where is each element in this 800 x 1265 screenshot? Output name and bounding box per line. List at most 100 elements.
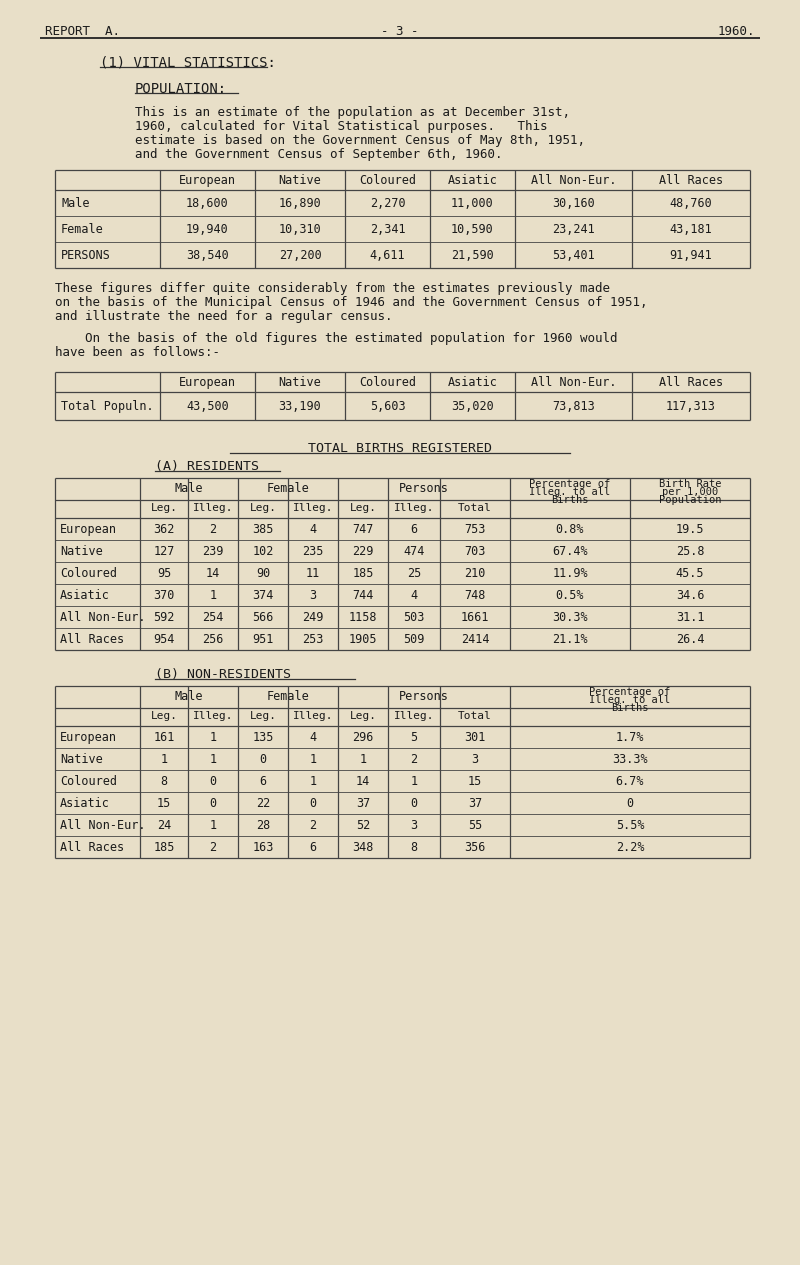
Text: 24: 24: [157, 818, 171, 832]
Text: 15: 15: [468, 775, 482, 788]
Text: estimate is based on the Government Census of May 8th, 1951,: estimate is based on the Government Cens…: [135, 134, 585, 147]
Text: 2: 2: [210, 522, 217, 536]
Text: 703: 703: [464, 545, 486, 558]
Text: 1: 1: [359, 753, 366, 767]
Text: 6.7%: 6.7%: [616, 775, 644, 788]
Text: 348: 348: [352, 841, 374, 854]
Text: 374: 374: [252, 589, 274, 602]
Text: 18,600: 18,600: [186, 197, 229, 210]
Text: 4: 4: [310, 731, 317, 744]
Text: All Races: All Races: [659, 175, 723, 187]
Text: European: European: [60, 522, 117, 536]
Text: 1960.: 1960.: [718, 25, 755, 38]
Text: 2: 2: [410, 753, 418, 767]
Text: 23,241: 23,241: [552, 223, 595, 237]
Text: 102: 102: [252, 545, 274, 558]
Text: 22: 22: [256, 797, 270, 810]
Text: 249: 249: [302, 611, 324, 624]
Text: 34.6: 34.6: [676, 589, 704, 602]
Text: Leg.: Leg.: [350, 711, 377, 721]
Text: European: European: [60, 731, 117, 744]
Text: 2,270: 2,270: [370, 197, 406, 210]
Text: 4: 4: [410, 589, 418, 602]
Text: Coloured: Coloured: [60, 775, 117, 788]
Text: 0: 0: [310, 797, 317, 810]
Text: on the basis of the Municipal Census of 1946 and the Government Census of 1951,: on the basis of the Municipal Census of …: [55, 296, 647, 309]
Text: Leg.: Leg.: [250, 503, 277, 514]
Text: Births: Births: [551, 495, 589, 505]
Text: 1661: 1661: [461, 611, 490, 624]
Text: Total: Total: [458, 711, 492, 721]
Text: 127: 127: [154, 545, 174, 558]
Text: 45.5: 45.5: [676, 567, 704, 579]
Text: Births: Births: [611, 703, 649, 713]
Text: 185: 185: [154, 841, 174, 854]
Text: 33,190: 33,190: [278, 400, 322, 412]
Text: 16,890: 16,890: [278, 197, 322, 210]
Text: 0: 0: [210, 775, 217, 788]
Text: 1905: 1905: [349, 632, 378, 646]
Text: Asiatic: Asiatic: [60, 589, 110, 602]
Text: 748: 748: [464, 589, 486, 602]
Text: 566: 566: [252, 611, 274, 624]
Text: per 1,000: per 1,000: [662, 487, 718, 497]
Text: - 3 -: - 3 -: [382, 25, 418, 38]
Text: 11: 11: [306, 567, 320, 579]
Text: 6: 6: [259, 775, 266, 788]
Text: 1: 1: [210, 818, 217, 832]
Text: 21.1%: 21.1%: [552, 632, 588, 646]
Text: 43,181: 43,181: [670, 223, 712, 237]
Text: 135: 135: [252, 731, 274, 744]
Text: All Non-Eur.: All Non-Eur.: [60, 818, 146, 832]
Text: Male: Male: [174, 482, 203, 495]
Text: Native: Native: [60, 545, 102, 558]
Text: Male: Male: [61, 197, 90, 210]
Text: 30,160: 30,160: [552, 197, 595, 210]
Text: Illeg. to all: Illeg. to all: [590, 694, 670, 705]
Text: 253: 253: [302, 632, 324, 646]
Text: All Non-Eur.: All Non-Eur.: [530, 175, 616, 187]
Text: 2,341: 2,341: [370, 223, 406, 237]
Text: have been as follows:-: have been as follows:-: [55, 347, 220, 359]
Text: 2: 2: [210, 841, 217, 854]
Text: All Non-Eur.: All Non-Eur.: [60, 611, 146, 624]
Text: 370: 370: [154, 589, 174, 602]
Text: All Races: All Races: [60, 632, 124, 646]
Text: These figures differ quite considerably from the estimates previously made: These figures differ quite considerably …: [55, 282, 610, 295]
Text: 161: 161: [154, 731, 174, 744]
Text: 1: 1: [410, 775, 418, 788]
Text: (A) RESIDENTS: (A) RESIDENTS: [155, 460, 259, 473]
Text: (1) VITAL STATISTICS:: (1) VITAL STATISTICS:: [100, 56, 276, 70]
Text: Leg.: Leg.: [350, 503, 377, 514]
Text: (B) NON-RESIDENTS: (B) NON-RESIDENTS: [155, 668, 291, 681]
Text: Asiatic: Asiatic: [60, 797, 110, 810]
Text: 0: 0: [410, 797, 418, 810]
Text: 0: 0: [259, 753, 266, 767]
Text: 954: 954: [154, 632, 174, 646]
Text: 21,590: 21,590: [451, 249, 494, 262]
Text: Male: Male: [174, 689, 203, 703]
Text: 4,611: 4,611: [370, 249, 406, 262]
Text: Illeg.: Illeg.: [394, 503, 434, 514]
Text: Native: Native: [60, 753, 102, 767]
Text: Coloured: Coloured: [359, 175, 416, 187]
Text: Leg.: Leg.: [150, 503, 178, 514]
Text: 744: 744: [352, 589, 374, 602]
Text: Persons: Persons: [399, 482, 449, 495]
Text: 474: 474: [403, 545, 425, 558]
Text: 3: 3: [410, 818, 418, 832]
Text: 25.8: 25.8: [676, 545, 704, 558]
Text: 117,313: 117,313: [666, 400, 716, 412]
Text: POPULATION:: POPULATION:: [135, 82, 227, 96]
Text: Illeg.: Illeg.: [394, 711, 434, 721]
Text: 15: 15: [157, 797, 171, 810]
Text: 2.2%: 2.2%: [616, 841, 644, 854]
Text: Illeg.: Illeg.: [193, 503, 234, 514]
Text: Persons: Persons: [399, 689, 449, 703]
Text: 3: 3: [471, 753, 478, 767]
Text: 1: 1: [310, 753, 317, 767]
Text: REPORT  A.: REPORT A.: [45, 25, 120, 38]
Text: 356: 356: [464, 841, 486, 854]
Text: Illeg. to all: Illeg. to all: [530, 487, 610, 497]
Text: 229: 229: [352, 545, 374, 558]
